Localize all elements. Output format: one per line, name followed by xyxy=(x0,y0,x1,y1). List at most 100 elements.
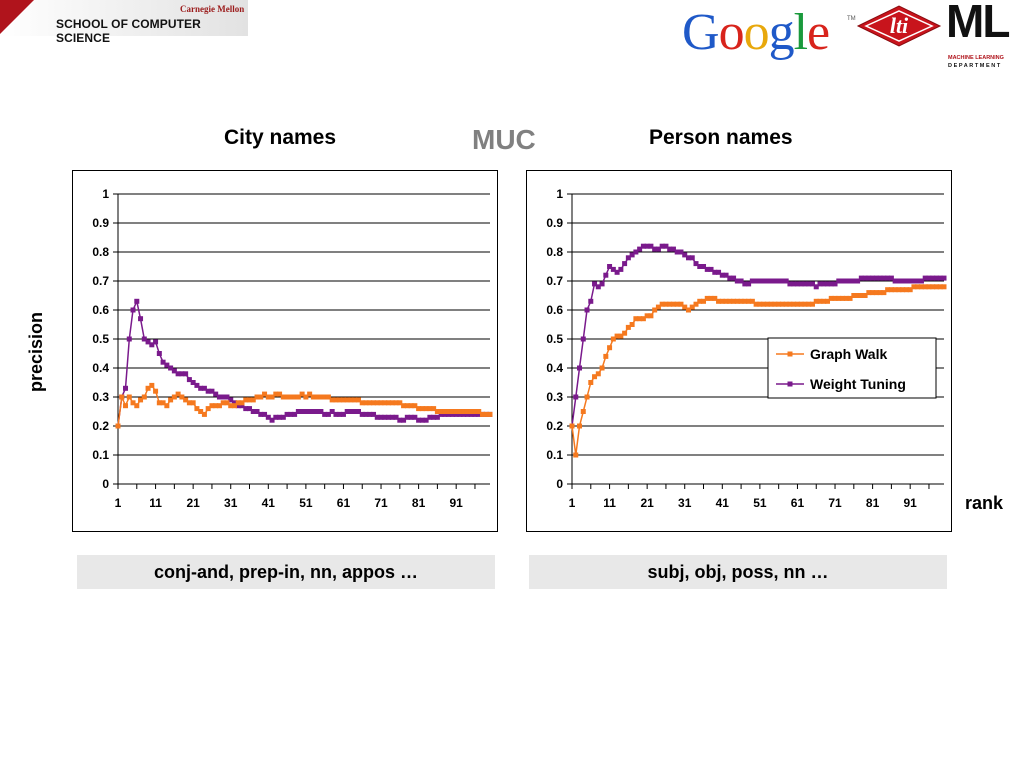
graph-walk-point xyxy=(258,394,264,400)
graph-walk-point xyxy=(734,298,740,304)
graph-walk-point xyxy=(888,287,894,293)
cmu-scs-banner: Carnegie Mellon SCHOOL OF COMPUTER SCIEN… xyxy=(0,0,248,45)
graph-walk-point xyxy=(292,394,298,400)
x-tick-label: 51 xyxy=(299,496,313,510)
graph-walk-point xyxy=(817,298,823,304)
graph-walk-point xyxy=(644,313,650,319)
city-relations-caption: conj-and, prep-in, nn, appos … xyxy=(77,555,495,589)
graph-walk-point xyxy=(273,391,279,397)
graph-walk-point xyxy=(186,400,192,406)
person-names-chart: 00.10.20.30.40.50.60.70.80.911 11 21 31 41 51… xyxy=(526,170,952,532)
ml-logo-subtitle: MACHINE LEARNING xyxy=(948,55,1004,61)
weight-tuning-point xyxy=(779,278,785,284)
weight-tuning-point xyxy=(325,411,331,417)
weight-tuning-point xyxy=(907,278,913,284)
weight-tuning-point xyxy=(284,411,290,417)
weight-tuning-point xyxy=(186,377,192,383)
x-tick-label: 71 xyxy=(374,496,388,510)
weight-tuning-point xyxy=(603,272,609,278)
weight-tuning-point xyxy=(367,411,373,417)
weight-tuning-point xyxy=(156,351,162,356)
weight-tuning-point xyxy=(843,278,849,284)
graph-walk-point xyxy=(434,409,440,414)
graph-walk-point xyxy=(344,397,350,403)
weight-tuning-point xyxy=(164,362,170,368)
person-relations-caption: subj, obj, poss, nn … xyxy=(529,555,947,589)
weight-tuning-point xyxy=(446,411,452,417)
y-tick-label: 0.7 xyxy=(92,274,109,288)
graph-walk-point xyxy=(855,293,861,298)
weight-tuning-point xyxy=(239,403,245,409)
weight-tuning-point xyxy=(832,281,838,287)
graph-walk-point xyxy=(930,284,936,290)
weight-tuning-point xyxy=(903,278,909,284)
lti-logo-text: lti xyxy=(890,13,909,38)
x-tick-label: 81 xyxy=(866,496,880,510)
x-tick-label: 51 xyxy=(753,496,767,510)
graph-walk-point xyxy=(280,394,286,400)
graph-walk-point xyxy=(704,295,710,301)
x-tick-label: 91 xyxy=(904,496,918,510)
graph-walk-point xyxy=(318,394,324,400)
weight-tuning-point xyxy=(231,400,237,406)
weight-tuning-point xyxy=(817,281,823,287)
weight-tuning-point xyxy=(401,417,407,423)
graph-walk-point xyxy=(809,301,815,307)
weight-tuning-point xyxy=(926,275,932,281)
graph-walk-point xyxy=(265,394,271,400)
weight-tuning-point xyxy=(382,414,388,420)
weight-tuning-point xyxy=(408,414,414,420)
weight-tuning-point xyxy=(768,278,774,284)
muc-title: MUC xyxy=(472,124,536,155)
graph-walk-point xyxy=(569,423,575,429)
graph-walk-point xyxy=(476,409,482,414)
weight-tuning-point xyxy=(794,281,800,287)
weight-tuning-point xyxy=(652,246,658,252)
graph-walk-point xyxy=(580,409,586,414)
weight-tuning-point xyxy=(468,411,474,417)
graph-walk-point xyxy=(479,411,485,417)
graph-walk-point xyxy=(363,400,369,406)
graph-walk-point xyxy=(911,284,917,290)
weight-tuning-point xyxy=(693,261,699,267)
weight-tuning-point xyxy=(644,243,650,249)
x-tick-label: 11 xyxy=(603,496,616,510)
weight-tuning-point xyxy=(716,269,722,275)
weight-tuning-point xyxy=(573,394,579,400)
weight-tuning-point xyxy=(825,281,831,287)
weight-tuning-point xyxy=(431,414,437,420)
weight-tuning-point xyxy=(393,414,399,420)
graph-walk-point xyxy=(716,298,722,304)
scs-title: SCHOOL OF COMPUTER SCIENCE xyxy=(56,17,201,45)
google-letter: g xyxy=(768,4,795,61)
graph-walk-point xyxy=(926,284,932,290)
graph-walk-point xyxy=(900,287,906,293)
weight-tuning-point xyxy=(243,406,249,412)
graph-walk-point xyxy=(622,330,628,336)
weight-tuning-point xyxy=(922,275,928,281)
weight-tuning-point xyxy=(461,411,467,417)
weight-tuning-point xyxy=(220,394,226,400)
weight-tuning-point xyxy=(614,269,620,275)
graph-walk-point xyxy=(123,403,129,409)
graph-walk-point xyxy=(629,322,635,327)
weight-tuning-point xyxy=(670,246,676,252)
graph-walk-point xyxy=(798,301,804,307)
weight-tuning-point xyxy=(423,417,429,423)
graph-walk-point xyxy=(130,400,136,406)
graph-walk-point xyxy=(149,382,155,388)
graph-walk-point xyxy=(828,295,834,301)
weight-tuning-point xyxy=(689,255,695,261)
y-tick-label: 0.9 xyxy=(546,216,563,230)
weight-tuning-point xyxy=(888,275,894,281)
graph-walk-point xyxy=(731,298,737,304)
weight-tuning-point xyxy=(783,278,789,284)
graph-walk-point xyxy=(832,295,838,301)
graph-walk-point xyxy=(340,397,346,403)
graph-walk-point xyxy=(216,403,222,409)
graph-walk-point xyxy=(772,301,778,307)
weight-tuning-point xyxy=(337,411,343,417)
graph-walk-point xyxy=(269,394,275,400)
y-tick-label: 0.1 xyxy=(92,448,109,462)
weight-tuning-point xyxy=(359,411,365,417)
